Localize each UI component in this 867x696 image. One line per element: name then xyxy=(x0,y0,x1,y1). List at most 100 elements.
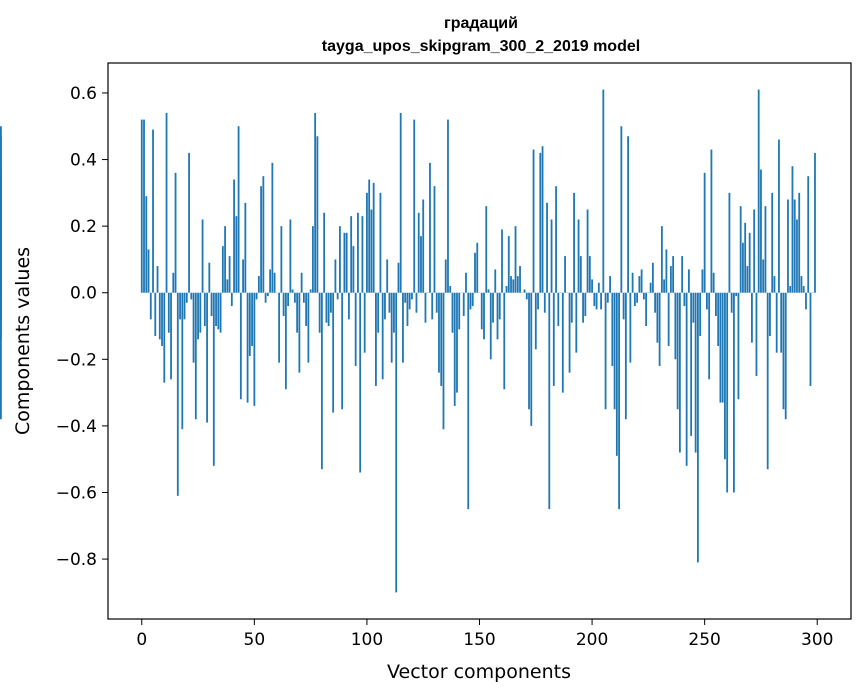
bar xyxy=(726,292,729,493)
bar xyxy=(775,292,778,353)
bar xyxy=(320,292,323,470)
x-tick-label: 100 xyxy=(351,630,383,650)
bar xyxy=(600,292,602,310)
bar xyxy=(550,219,553,293)
bar xyxy=(665,249,668,293)
bar xyxy=(773,276,776,293)
bar xyxy=(269,269,272,293)
bar xyxy=(793,199,796,293)
bar xyxy=(584,292,587,317)
bar xyxy=(172,272,175,293)
bar xyxy=(618,292,620,510)
bar xyxy=(631,272,634,293)
bar xyxy=(465,272,467,293)
bar xyxy=(183,292,186,320)
bar xyxy=(485,206,488,293)
bar xyxy=(694,292,697,453)
bar xyxy=(167,292,170,333)
bar xyxy=(503,292,506,390)
bar xyxy=(701,269,704,293)
bar xyxy=(420,236,422,293)
bar xyxy=(604,292,607,410)
bar xyxy=(712,272,715,293)
bar xyxy=(516,276,519,293)
bar xyxy=(537,292,539,310)
bar xyxy=(721,292,724,403)
bar xyxy=(656,292,659,343)
bar xyxy=(0,292,2,320)
bar xyxy=(676,292,679,410)
bar xyxy=(789,286,792,293)
bar xyxy=(552,292,555,386)
bar xyxy=(530,292,533,426)
bar xyxy=(586,209,589,293)
bar xyxy=(593,292,596,307)
bar xyxy=(737,292,740,400)
x-tick-label: 300 xyxy=(801,630,833,650)
bar xyxy=(357,212,359,293)
bar xyxy=(152,129,154,293)
bar xyxy=(480,292,483,330)
bar xyxy=(224,226,226,293)
bar xyxy=(633,292,636,307)
bar xyxy=(663,279,666,293)
bar xyxy=(710,149,713,293)
bar xyxy=(733,292,735,493)
bar xyxy=(579,256,582,293)
bar xyxy=(0,226,2,293)
bar xyxy=(408,292,411,310)
bar xyxy=(660,226,663,293)
bar xyxy=(753,209,756,293)
bar xyxy=(751,292,753,343)
bar xyxy=(787,199,789,293)
bar xyxy=(735,292,738,297)
bar xyxy=(163,292,166,383)
bar xyxy=(561,292,564,393)
bar xyxy=(161,292,163,346)
bar xyxy=(370,209,373,293)
bar xyxy=(784,292,787,420)
bar xyxy=(744,222,747,293)
bar xyxy=(359,292,362,473)
bars-group xyxy=(0,89,816,593)
bar xyxy=(546,202,548,293)
bar xyxy=(757,89,760,293)
bar xyxy=(456,292,458,393)
bar xyxy=(197,292,199,340)
bar xyxy=(667,292,670,346)
bar xyxy=(534,292,537,350)
bar xyxy=(235,216,238,293)
y-axis-ticks: −0.8 −0.6 −0.4 −0.2 0.0 0.2 0.4 0.6 xyxy=(56,84,108,570)
bar xyxy=(170,292,172,380)
bar xyxy=(287,292,290,307)
bar xyxy=(260,186,262,293)
bar xyxy=(715,292,717,317)
bar xyxy=(149,292,152,320)
bar xyxy=(678,292,681,453)
bar xyxy=(564,256,566,293)
bar xyxy=(575,292,578,353)
bar xyxy=(489,292,492,360)
bar xyxy=(345,232,348,293)
bar xyxy=(397,262,400,293)
bar xyxy=(658,292,661,366)
bar xyxy=(242,259,244,293)
bar xyxy=(343,232,346,293)
bar xyxy=(525,292,528,300)
bar xyxy=(307,292,310,363)
bar xyxy=(233,179,235,293)
y-tick-label: −0.6 xyxy=(56,483,97,503)
x-tick-label: 50 xyxy=(244,630,266,650)
bar xyxy=(253,292,256,406)
bar xyxy=(327,292,330,327)
bar xyxy=(588,256,591,293)
bar xyxy=(528,292,530,410)
bar xyxy=(487,289,490,293)
bar xyxy=(143,119,145,293)
bar xyxy=(645,292,648,327)
y-tick-label: 0.6 xyxy=(70,84,97,104)
bar xyxy=(532,149,535,293)
bar xyxy=(582,292,584,323)
bar xyxy=(539,152,542,293)
